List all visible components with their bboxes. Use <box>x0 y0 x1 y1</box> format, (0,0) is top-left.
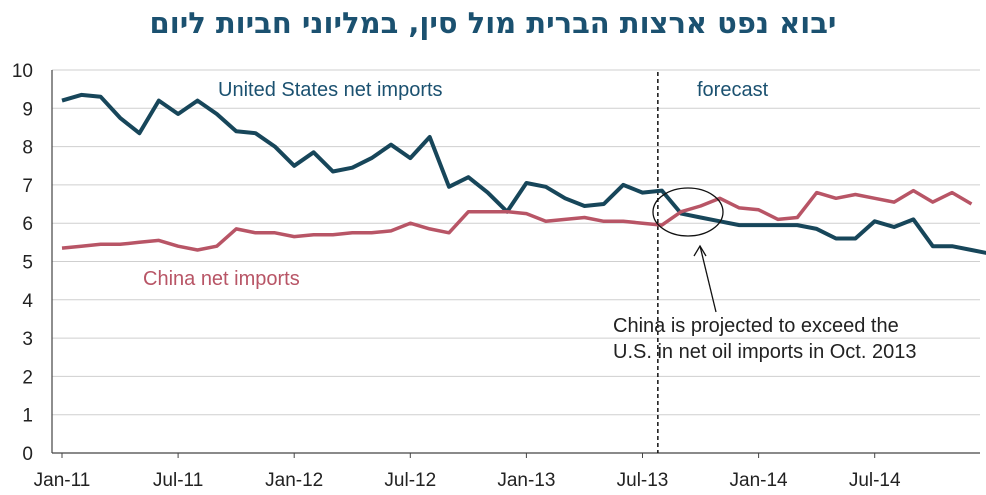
y-tick-label: 3 <box>22 329 33 350</box>
callout-text-line2: U.S. in net oil imports in Oct. 2013 <box>613 341 916 363</box>
callout-arrow-line <box>699 245 717 313</box>
y-tick-label: 7 <box>22 176 33 197</box>
forecast-label: forecast <box>697 79 769 101</box>
y-tick-label: 8 <box>22 138 33 159</box>
y-tick-label: 1 <box>22 406 33 427</box>
x-axis-ticks: Jan-11 Jul-11 Jan-12 Jul-12 Jan-13 Jul-13 Jan-… <box>34 453 901 491</box>
y-tick-label: 6 <box>22 214 33 235</box>
y-tick-label: 10 <box>12 61 33 82</box>
x-axis <box>51 70 980 454</box>
x-tick-label: Jan-12 <box>265 470 323 491</box>
china-imports-line <box>61 188 973 252</box>
chart-title: יבוא נפט ארצות הברית מול סין, במליוני חב… <box>149 6 837 40</box>
x-tick-label: Jul-14 <box>849 470 901 491</box>
us-series-label: United States net imports <box>218 79 443 101</box>
x-tick-label: Jul-13 <box>617 470 669 491</box>
crossover-ellipse <box>652 187 724 237</box>
x-tick-label: Jan-14 <box>730 470 789 491</box>
x-tick-label: Jul-11 <box>153 470 203 491</box>
us-imports-line <box>61 92 986 255</box>
callout-text-line1: China is projected to exceed the <box>613 315 899 337</box>
y-tick-label: 0 <box>22 444 33 465</box>
y-tick-label: 9 <box>22 99 33 120</box>
y-tick-label: 5 <box>22 253 33 274</box>
x-tick-label: Jan-11 <box>34 470 91 491</box>
china-series-label: China net imports <box>143 268 300 290</box>
y-tick-label: 4 <box>22 291 33 312</box>
x-tick-label: Jul-12 <box>384 470 436 491</box>
y-tick-label: 2 <box>22 367 33 388</box>
series-lines <box>61 92 986 255</box>
x-tick-label: Jan-13 <box>497 470 555 491</box>
y-axis-ticks: 0 1 2 3 4 5 6 7 8 9 10 <box>12 61 34 465</box>
callout-arrow-head <box>693 244 707 257</box>
